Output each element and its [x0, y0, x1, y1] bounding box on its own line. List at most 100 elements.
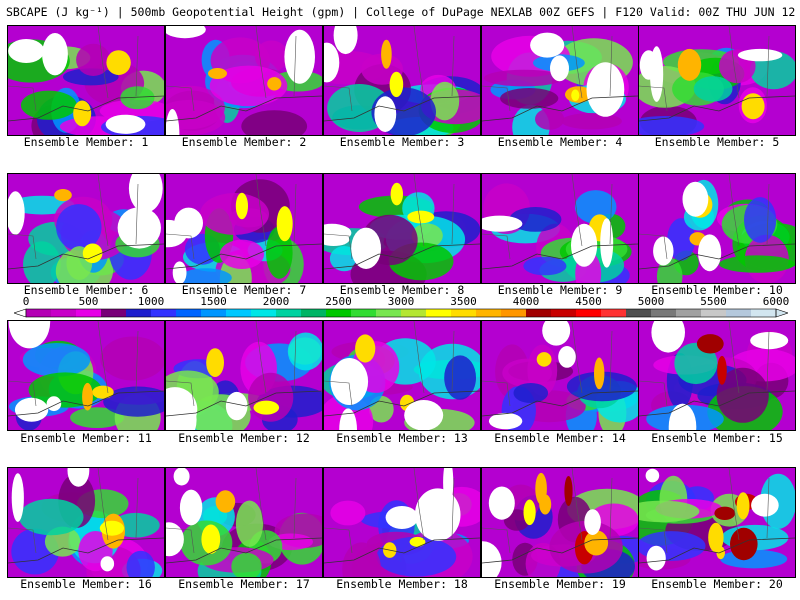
no-cape-area	[8, 321, 51, 349]
no-cape-area	[67, 468, 90, 487]
cape-blob	[100, 336, 164, 381]
colorbar-tick-label: 500	[78, 295, 99, 308]
cape-field	[166, 174, 322, 283]
cape-field	[8, 321, 164, 430]
no-cape-area	[443, 468, 454, 507]
member-map-8	[323, 173, 481, 284]
member-map-14	[481, 320, 639, 431]
member-caption: Ensemble Member: 7	[181, 283, 307, 297]
border-line	[166, 390, 322, 417]
colorbar-swatch	[26, 309, 52, 317]
cape-maximum	[677, 48, 702, 81]
colorbar-swatch	[401, 309, 427, 317]
no-cape-area	[682, 181, 709, 217]
member-map-20	[638, 467, 796, 578]
colorbar-swatch	[451, 309, 477, 317]
cape-maximum	[523, 499, 536, 526]
cape-maximum	[409, 536, 426, 547]
no-cape-area	[650, 46, 664, 102]
no-cape-area	[333, 26, 358, 55]
no-cape-area	[105, 114, 146, 134]
member-caption: Ensemble Member: 13	[336, 431, 468, 445]
colorbar-swatch	[551, 309, 577, 317]
no-cape-area	[166, 387, 198, 430]
cape-field	[482, 174, 638, 283]
member-map-7	[165, 173, 323, 284]
no-cape-area	[166, 522, 184, 557]
border-line	[482, 468, 613, 554]
border-line	[482, 321, 613, 407]
colorbar-swatch	[301, 309, 327, 317]
cape-blob	[376, 536, 457, 577]
member-caption: Ensemble Member: 15	[651, 431, 783, 445]
colorbar-tick-label: 6000	[762, 295, 790, 308]
no-cape-area	[42, 33, 68, 76]
cape-field	[166, 468, 322, 577]
cape-blob	[166, 99, 226, 135]
cape-maximum	[206, 348, 224, 377]
member-map-17	[165, 467, 323, 578]
cape-blob	[509, 207, 562, 232]
cape-blob	[103, 386, 164, 417]
member-map-18	[323, 467, 481, 578]
border-line	[482, 537, 638, 564]
border-line	[166, 468, 297, 554]
colorbar-swatch	[626, 309, 652, 317]
cape-field	[166, 26, 322, 135]
cape-maximum	[389, 71, 404, 98]
colorbar-swatch	[351, 309, 377, 317]
cape-maximum	[571, 89, 580, 102]
no-cape-area	[482, 215, 523, 232]
member-caption: Ensemble Member: 16	[20, 577, 152, 591]
cape-field	[639, 468, 795, 577]
colorbar-tick-label: 2500	[325, 295, 352, 308]
colorbar-swatch	[601, 309, 627, 317]
cape-field	[482, 26, 638, 135]
colorbar-swatch	[76, 309, 102, 317]
border-line	[639, 468, 770, 554]
no-cape-area	[404, 400, 444, 430]
no-cape-area	[571, 223, 598, 267]
cape-blob	[483, 69, 564, 87]
cape-blob	[248, 372, 294, 422]
cape-field	[482, 468, 638, 577]
no-cape-area	[698, 234, 722, 272]
no-cape-area	[11, 473, 24, 522]
colorbar-tick-label: 2000	[262, 295, 290, 308]
cape-blob	[330, 500, 366, 526]
member-caption: Ensemble Member: 11	[20, 431, 152, 445]
member-map-5	[638, 25, 796, 136]
no-cape-area	[172, 261, 187, 283]
no-cape-area	[8, 39, 45, 63]
cape-blob	[126, 550, 155, 577]
member-caption: Ensemble Member: 19	[494, 577, 626, 591]
border-line	[324, 95, 480, 122]
colorbar-swatch	[501, 309, 527, 317]
cape-blob	[502, 358, 552, 388]
border-line	[639, 174, 770, 260]
member-caption: Ensemble Member: 20	[651, 577, 783, 591]
no-cape-area	[330, 358, 369, 405]
no-cape-area	[374, 96, 397, 132]
border-line	[324, 537, 480, 564]
colorbar-swatch	[276, 309, 302, 317]
border-line	[8, 468, 139, 554]
colorbar-swatch	[726, 309, 752, 317]
cape-field	[324, 321, 480, 430]
border-line	[639, 95, 795, 122]
cape-maximum	[717, 355, 727, 385]
no-cape-area	[550, 55, 569, 82]
cape-blob	[179, 268, 232, 283]
no-cape-area	[8, 191, 25, 235]
member-caption: Ensemble Member: 3	[339, 135, 465, 149]
cape-blob	[120, 86, 155, 110]
no-cape-area	[225, 391, 248, 421]
cape-maximum	[708, 522, 724, 553]
cape-blob	[70, 407, 125, 428]
colorbar-tick-label: 1000	[137, 295, 165, 308]
cape-blob	[287, 332, 322, 371]
cape-maximum	[741, 93, 765, 120]
member-map-10	[638, 173, 796, 284]
cape-blob	[23, 241, 61, 283]
cape-blob	[56, 204, 102, 251]
